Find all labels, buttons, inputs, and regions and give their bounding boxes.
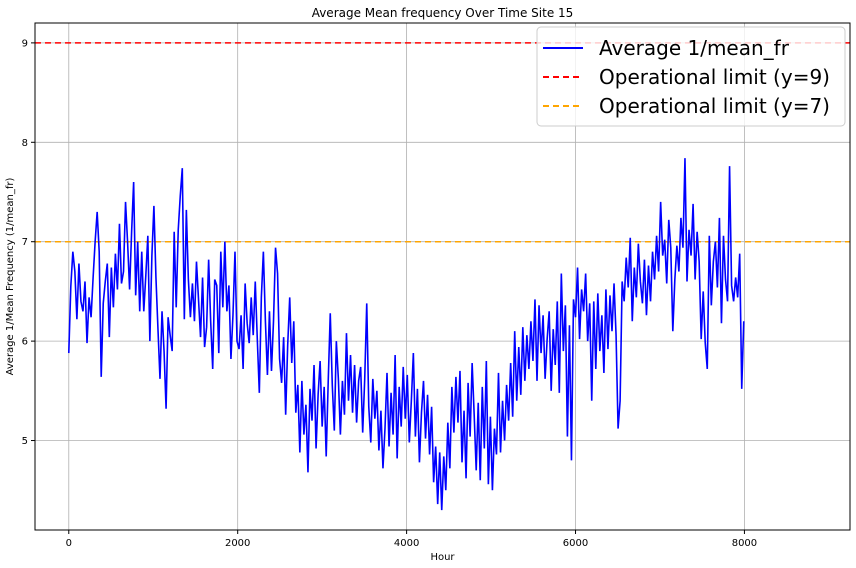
reference-lines <box>35 42 850 243</box>
y-tick-label: 8 <box>22 138 28 149</box>
series-line-average-mean-fr <box>67 158 745 511</box>
x-tick-label: 4000 <box>394 538 419 549</box>
chart-title: Average Mean frequency Over Time Site 15 <box>312 6 574 20</box>
y-axis-label: Average 1/Mean Frequency (1/mean_fr) <box>5 178 16 376</box>
x-tick-label: 8000 <box>732 538 757 549</box>
x-axis-ticks: 0 2000 4000 6000 8000 <box>66 530 757 549</box>
legend-label-limit-9: Operational limit (y=9) <box>599 65 830 89</box>
legend: Average 1/mean_fr Operational limit (y=9… <box>536 26 846 127</box>
y-tick-label: 5 <box>22 436 28 447</box>
y-axis-ticks: 5 6 7 8 9 <box>22 38 35 447</box>
x-tick-label: 0 <box>66 538 72 549</box>
plot-frame <box>34 22 851 531</box>
y-tick-label: 7 <box>22 237 28 248</box>
y-tick-label: 9 <box>22 38 28 49</box>
x-tick-label: 2000 <box>225 538 250 549</box>
y-tick-label: 6 <box>22 337 28 348</box>
legend-label-series: Average 1/mean_fr <box>599 36 790 60</box>
legend-label-limit-7: Operational limit (y=7) <box>599 94 830 118</box>
x-axis-label: Hour <box>430 552 455 563</box>
x-tick-label: 6000 <box>563 538 588 549</box>
legend-box <box>536 26 846 127</box>
